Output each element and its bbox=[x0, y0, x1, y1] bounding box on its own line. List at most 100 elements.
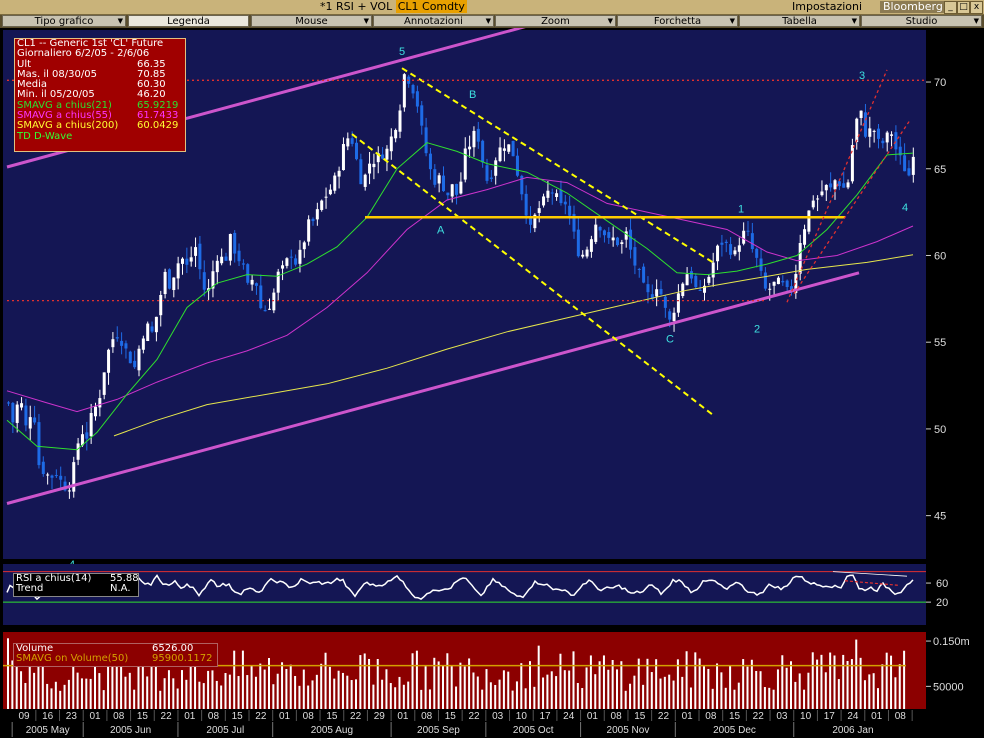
candle-body bbox=[237, 250, 241, 262]
rsi-legend-key: Trend bbox=[16, 583, 44, 595]
volume-bar bbox=[863, 680, 866, 709]
date-tick-label: 08 bbox=[421, 711, 433, 722]
legend-row: Giornaliero 6/2/05 - 2/6/06 bbox=[15, 49, 185, 59]
volume-bar bbox=[463, 666, 466, 709]
volume-bar bbox=[333, 678, 336, 709]
date-tick-label: 22 bbox=[350, 711, 362, 722]
candle-body bbox=[115, 337, 119, 339]
volume-bar bbox=[376, 658, 379, 709]
candle-body bbox=[128, 351, 132, 364]
volume-bar bbox=[672, 680, 675, 709]
price-legend[interactable]: CL1 -- Generic 1st 'CL' Future Giornalier… bbox=[14, 38, 186, 152]
candle-body bbox=[755, 248, 759, 258]
menu-zoom[interactable]: Zoom ▼ bbox=[495, 15, 616, 27]
candle-body bbox=[98, 398, 102, 408]
legend-row: Media 60.30 bbox=[15, 80, 185, 90]
rsi-legend[interactable]: RSI a chius(14) 55.88 Trend N.A. bbox=[13, 573, 139, 597]
candle-body bbox=[772, 281, 776, 286]
date-tick-label: 15 bbox=[634, 711, 646, 722]
menu-pitchfork[interactable]: Forchetta ▼ bbox=[617, 15, 738, 27]
channel-lower-line bbox=[6, 271, 860, 505]
volume-bar bbox=[215, 680, 218, 709]
volume-legend[interactable]: Volume 6526.00 SMAVG on Volume(50) 95900.11… bbox=[13, 643, 218, 667]
volume-bar bbox=[872, 673, 875, 709]
month-label: 2006 Jan bbox=[832, 725, 873, 736]
date-tick-label: 01 bbox=[279, 711, 291, 722]
menu-pitchfork-label: Forchetta bbox=[653, 16, 702, 27]
volume-bar bbox=[502, 670, 505, 709]
candle-body bbox=[681, 283, 685, 297]
volume-bar bbox=[607, 669, 610, 709]
volume-bar bbox=[637, 658, 640, 709]
wave-label: 1 bbox=[738, 204, 744, 216]
minimize-button[interactable]: _ bbox=[944, 1, 957, 14]
volume-bar bbox=[63, 684, 66, 709]
menu-legend[interactable]: Legenda bbox=[128, 15, 249, 27]
ticker-label[interactable]: CL1 Comdty bbox=[395, 0, 467, 13]
candle-body bbox=[11, 402, 15, 423]
menu-chart-type[interactable]: Tipo grafico ▼ bbox=[2, 15, 126, 27]
menu-mouse[interactable]: Mouse ▼ bbox=[251, 15, 372, 27]
volume-bar bbox=[476, 676, 479, 709]
volume-bar bbox=[481, 689, 484, 709]
chart-menubar: Tipo grafico ▼ Legenda Mouse ▼ Annotazioni… bbox=[0, 15, 984, 28]
candle-body bbox=[637, 269, 641, 271]
volume-bar bbox=[790, 661, 792, 709]
close-button[interactable]: x bbox=[970, 1, 983, 14]
bloomberg-logo: Bloomberg bbox=[880, 1, 946, 13]
candle-body bbox=[294, 258, 298, 265]
volume-bar bbox=[759, 671, 762, 709]
volume-bar bbox=[133, 689, 136, 709]
candle-body bbox=[589, 239, 593, 252]
volume-bar bbox=[729, 665, 732, 709]
date-axis-bg bbox=[0, 710, 926, 721]
candle-body bbox=[676, 293, 680, 313]
legend-key: TD D-Wave bbox=[17, 130, 73, 142]
candle-body bbox=[763, 272, 767, 289]
volume-bar bbox=[307, 685, 310, 709]
candle-body bbox=[663, 296, 667, 308]
menu-annotations[interactable]: Annotazioni ▼ bbox=[373, 15, 494, 27]
volume-bar bbox=[233, 650, 236, 709]
legend-key: SMAVG a chius(200) bbox=[17, 120, 119, 132]
chevron-down-icon: ▼ bbox=[485, 17, 491, 25]
candle-body bbox=[250, 279, 254, 285]
volume-bar bbox=[37, 656, 40, 709]
date-tick-label: 15 bbox=[729, 711, 741, 722]
candle-body bbox=[903, 155, 907, 172]
candle-body bbox=[746, 230, 750, 232]
legend-row: SMAVG a chius(21) 65.9219 bbox=[15, 100, 185, 111]
chevron-down-icon: ▼ bbox=[607, 17, 613, 25]
rsi-marks bbox=[3, 571, 926, 603]
legend-key: Mas. il 08/30/05 bbox=[17, 68, 97, 80]
maximize-button[interactable]: □ bbox=[957, 1, 970, 14]
volume-bar bbox=[829, 652, 832, 709]
settings-menu[interactable]: Impostazioni bbox=[792, 0, 863, 13]
candle-body bbox=[94, 406, 97, 417]
volume-bar bbox=[146, 676, 149, 709]
candle-body bbox=[859, 110, 863, 118]
candle-body bbox=[28, 417, 32, 429]
menu-table[interactable]: Tabella ▼ bbox=[739, 15, 860, 27]
volume-bar bbox=[20, 671, 23, 709]
candle-body bbox=[837, 181, 841, 187]
candle-body bbox=[337, 170, 341, 177]
date-tick-label: 24 bbox=[563, 711, 575, 722]
candle-body bbox=[59, 475, 63, 480]
candle-body bbox=[546, 190, 550, 198]
volume-bar bbox=[72, 652, 75, 709]
candle-body bbox=[733, 250, 737, 255]
menu-study[interactable]: Studio ▼ bbox=[861, 15, 982, 27]
candle-body bbox=[907, 168, 911, 176]
date-tick-label: 17 bbox=[824, 711, 836, 722]
candle-body bbox=[228, 233, 232, 261]
volume-bar bbox=[581, 688, 584, 709]
chevron-down-icon: ▼ bbox=[363, 17, 369, 25]
volume-bar bbox=[402, 684, 405, 709]
volume-bar bbox=[85, 678, 88, 709]
volume-bar bbox=[498, 679, 501, 709]
candle-body bbox=[372, 163, 376, 168]
candle-body bbox=[428, 153, 432, 170]
candle-body bbox=[890, 134, 894, 136]
